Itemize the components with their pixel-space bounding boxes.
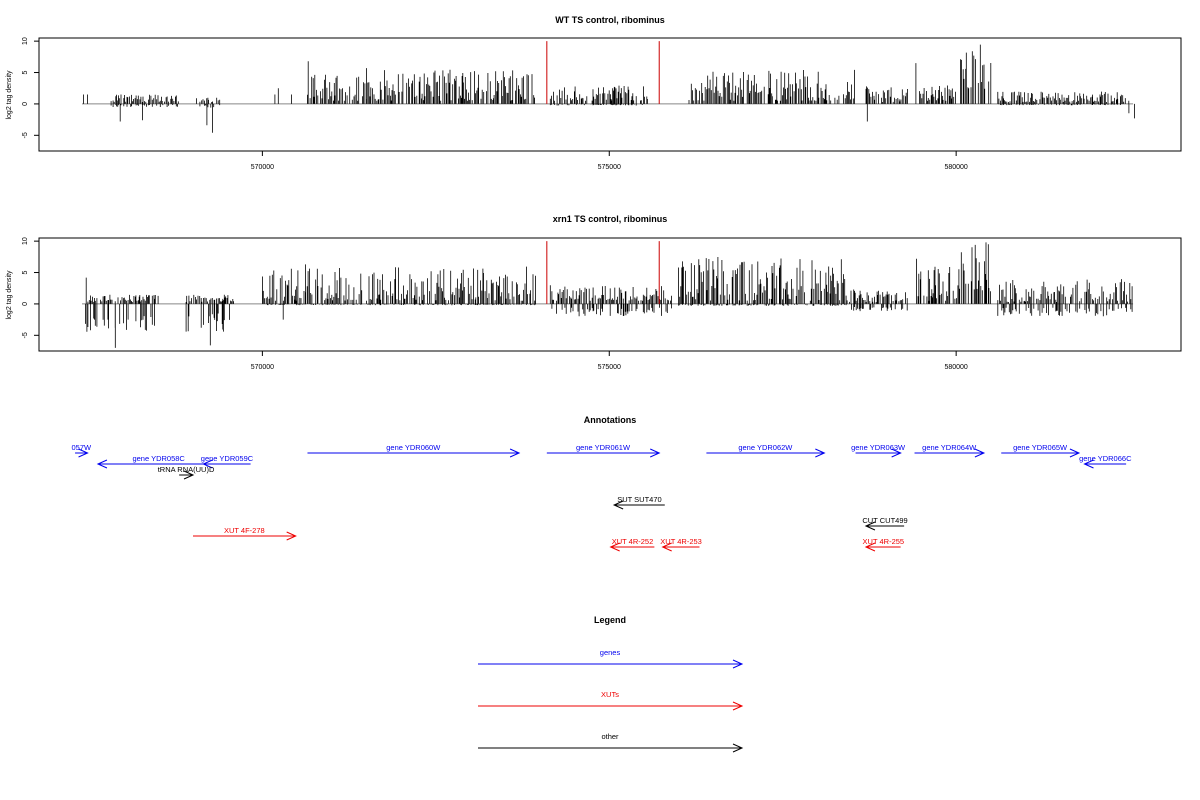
annotation-arrowhead (864, 521, 876, 531)
annotation-arrowhead (891, 448, 902, 458)
annotation-xut: XUT 4R-252 (609, 537, 655, 552)
xrn1-track-markers (546, 241, 660, 304)
wt-track-markers (546, 41, 660, 104)
annotation-xut: XUT 4F-278 (193, 526, 297, 541)
annotation-arrowhead (1069, 448, 1081, 458)
annotation-label: XUT 4F-278 (224, 526, 265, 535)
annotation-arrowhead (509, 448, 521, 458)
annotation-label: tRNA RNA(UU)D (158, 465, 215, 474)
legend-arrowhead (732, 659, 744, 669)
annotation-label: 057W (72, 443, 93, 452)
xtick-label: 575000 (598, 364, 621, 371)
xrn1-track-yticks: -5 0 5 10 (22, 237, 39, 338)
xrn1-track-title: xrn1 TS control, ribominus (553, 214, 668, 224)
xrn1-track-panel: xrn1 TS control, ribominus log2 tag dens… (6, 214, 1182, 371)
annotation-arrowhead (815, 448, 826, 458)
ytick-label: 5 (22, 270, 29, 274)
annotation-gene: 057W (72, 443, 93, 458)
annotation-gene: gene YDR066C (1079, 454, 1132, 469)
wt-track-ylabel: log2 tag density (6, 70, 13, 120)
annotation-xut: XUT 4R-255 (863, 537, 905, 552)
wt-track-bars (82, 44, 1135, 133)
annotation-arrowhead (609, 542, 620, 552)
xtick-label: 580000 (944, 164, 967, 171)
wt-track-title: WT TS control, ribominus (555, 15, 665, 25)
annotation-label: gene YDR060W (386, 443, 441, 452)
ytick-label: 0 (22, 302, 29, 306)
density-bars (83, 44, 1135, 133)
annotation-xut: XUT 4R-253 (660, 537, 702, 552)
annotation-gene: gene YDR062W (706, 443, 826, 458)
ytick-label: 0 (22, 102, 29, 106)
legend-entry: XUTs (478, 690, 744, 711)
annotation-label: gene YDR066C (1079, 454, 1132, 463)
density-bars (85, 242, 1133, 348)
xrn1-track-xticks: 570000 575000 580000 (251, 351, 968, 371)
annotation-gene: gene YDR059C (201, 454, 254, 469)
annotation-label: gene YDR062W (738, 443, 793, 452)
annotation-arrowhead (96, 459, 108, 469)
legend-label: genes (600, 648, 621, 657)
legend-arrowhead (732, 701, 744, 711)
annotation-arrowhead (183, 470, 195, 480)
annotation-gene: gene YDR063W (851, 443, 906, 458)
ytick-label: -5 (22, 132, 29, 138)
ytick-label: 10 (22, 37, 29, 45)
annotation-arrowhead (286, 531, 297, 541)
annotation-label: CUT CUT499 (862, 516, 907, 525)
annotation-label: gene YDR065W (1013, 443, 1068, 452)
annotations-panel: Annotations 057W gene YDR058C gene YDR059C… (72, 415, 1132, 552)
annotation-gene: gene YDR061W (546, 443, 661, 458)
xtick-label: 580000 (944, 364, 967, 371)
ytick-label: 10 (22, 237, 29, 245)
legend-panel: Legend genes XUTs other (478, 615, 744, 753)
annotation-arrowhead (974, 448, 986, 458)
annotation-label: XUT 4R-253 (660, 537, 702, 546)
annotation-other: CUT CUT499 (862, 516, 908, 531)
legend-label: XUTs (601, 690, 619, 699)
xrn1-track-bars (82, 242, 1134, 348)
annotation-label: gene YDR063W (851, 443, 906, 452)
annotation-gene: gene YDR065W (1001, 443, 1081, 458)
wt-track-frame (38, 37, 1182, 152)
legend-entry: other (478, 732, 744, 753)
xtick-label: 570000 (251, 164, 274, 171)
annotation-other: SUT SUT470 (612, 495, 665, 510)
annotation-label: gene YDR059C (201, 454, 254, 463)
legend-arrowhead (732, 743, 744, 753)
annotation-label: XUT 4R-255 (863, 537, 905, 546)
legend-label: other (601, 732, 619, 741)
annotation-arrowhead (1083, 459, 1094, 469)
xtick-label: 570000 (251, 364, 274, 371)
annotation-arrowhead (612, 500, 624, 510)
annotation-gene: gene YDR064W (914, 443, 986, 458)
xtick-label: 575000 (598, 164, 621, 171)
ytick-label: -5 (22, 332, 29, 338)
annotation-arrowhead (864, 542, 876, 552)
annotation-gene: gene YDR060W (307, 443, 521, 458)
annotations-title: Annotations (584, 415, 637, 425)
annotation-other: tRNA RNA(UU)D (158, 465, 215, 480)
annotation-arrowhead (78, 448, 89, 458)
annotation-arrowhead (202, 459, 213, 469)
annotation-label: SUT SUT470 (617, 495, 661, 504)
annotation-label: XUT 4R-252 (612, 537, 654, 546)
wt-track-yticks: -5 0 5 10 (22, 37, 39, 138)
legend-entry: genes (478, 648, 744, 669)
legend-title: Legend (594, 615, 626, 625)
annotation-arrowhead (650, 448, 661, 458)
annotation-arrowhead (661, 542, 672, 552)
wt-track-xticks: 570000 575000 580000 (251, 151, 968, 171)
annotation-label: gene YDR061W (576, 443, 631, 452)
xrn1-track-frame (38, 237, 1182, 352)
wt-track-panel: WT TS control, ribominus log2 tag densit… (6, 15, 1182, 171)
ytick-label: 5 (22, 70, 29, 74)
annotation-label: gene YDR064W (922, 443, 977, 452)
annotation-label: gene YDR058C (132, 454, 185, 463)
annotation-gene: gene YDR058C (96, 454, 220, 469)
xrn1-track-ylabel: log2 tag density (6, 270, 13, 320)
